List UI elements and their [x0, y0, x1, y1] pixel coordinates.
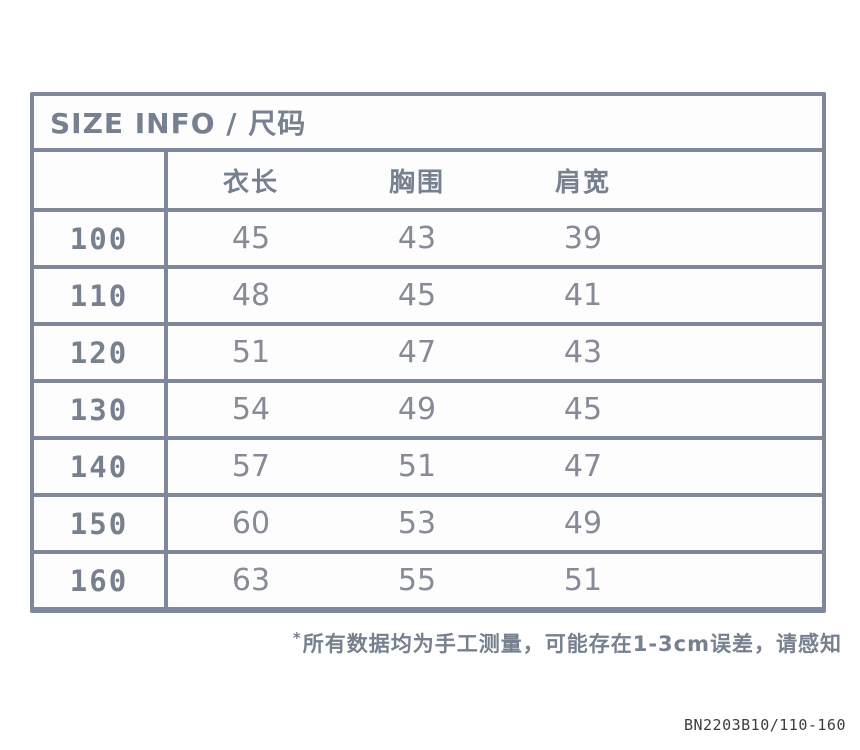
shoulder-value: 39 [563, 221, 603, 256]
product-code: BN2203B10/110-160 [683, 716, 846, 734]
shoulder-value: 43 [563, 335, 603, 370]
size-label: 150 [34, 497, 168, 550]
length-value: 51 [231, 335, 271, 370]
shoulder-value: 45 [563, 392, 603, 427]
header-size-cell [34, 152, 168, 208]
measurement-disclaimer: *所有数据均为手工测量，可能存在1-3cm误差，请感知 [293, 628, 842, 658]
chest-value: 43 [397, 221, 437, 256]
chest-value: 51 [397, 449, 437, 484]
length-value: 45 [231, 221, 271, 256]
table-row: 120 51 47 43 [34, 326, 822, 383]
chest-value: 49 [397, 392, 437, 427]
table-row: 150 60 53 49 [34, 497, 822, 554]
shoulder-value: 41 [563, 278, 603, 313]
chest-value: 45 [397, 278, 437, 313]
size-table: SIZE INFO / 尺码 衣长 胸围 肩宽 100 45 43 39 110… [30, 92, 826, 613]
table-row: 110 48 45 41 [34, 269, 822, 326]
size-label: 130 [34, 383, 168, 436]
length-value: 48 [231, 278, 271, 313]
length-value: 57 [231, 449, 271, 484]
table-header-row: 衣长 胸围 肩宽 [34, 152, 822, 212]
chest-value: 55 [397, 563, 437, 598]
shoulder-value: 49 [563, 506, 603, 541]
table-title-row: SIZE INFO / 尺码 [34, 96, 822, 152]
disclaimer-text: 所有数据均为手工测量，可能存在1-3cm误差，请感知 [302, 632, 842, 656]
length-value: 63 [231, 563, 271, 598]
row-spacer [666, 383, 822, 436]
row-spacer [666, 554, 822, 607]
length-value: 54 [231, 392, 271, 427]
table-title: SIZE INFO / 尺码 [50, 107, 307, 140]
size-label: 140 [34, 440, 168, 493]
size-label: 120 [34, 326, 168, 379]
row-spacer [666, 497, 822, 550]
size-label: 110 [34, 269, 168, 322]
row-spacer [666, 212, 822, 265]
chest-value: 47 [397, 335, 437, 370]
column-header-shoulder: 肩宽 [554, 167, 611, 198]
length-value: 60 [231, 506, 271, 541]
row-spacer [666, 269, 822, 322]
chest-value: 53 [397, 506, 437, 541]
table-row: 160 63 55 51 [34, 554, 822, 607]
row-spacer [666, 326, 822, 379]
column-header-length: 衣长 [222, 167, 279, 198]
header-spacer [666, 152, 822, 208]
table-row: 130 54 49 45 [34, 383, 822, 440]
row-spacer [666, 440, 822, 493]
shoulder-value: 47 [563, 449, 603, 484]
column-header-chest: 胸围 [388, 167, 445, 198]
table-row: 100 45 43 39 [34, 212, 822, 269]
table-row: 140 57 51 47 [34, 440, 822, 497]
asterisk-marker: * [292, 629, 302, 647]
size-label: 100 [34, 212, 168, 265]
shoulder-value: 51 [563, 563, 603, 598]
size-label: 160 [34, 554, 168, 607]
